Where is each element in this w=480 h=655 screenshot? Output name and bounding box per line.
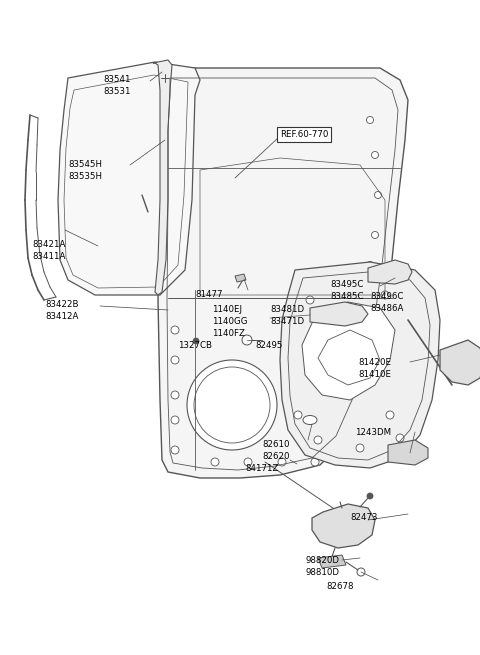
Text: 1140GG: 1140GG bbox=[212, 317, 248, 326]
Circle shape bbox=[356, 291, 364, 299]
Text: 82473: 82473 bbox=[350, 513, 377, 522]
Text: 81410E: 81410E bbox=[358, 370, 391, 379]
Text: 83421A: 83421A bbox=[32, 240, 65, 249]
Circle shape bbox=[171, 176, 179, 184]
Text: 81420E: 81420E bbox=[358, 358, 391, 367]
Circle shape bbox=[242, 335, 252, 345]
Circle shape bbox=[171, 266, 179, 274]
Circle shape bbox=[367, 117, 373, 124]
Text: 82620: 82620 bbox=[262, 452, 289, 461]
Text: 83411A: 83411A bbox=[32, 252, 65, 261]
Text: 83485C: 83485C bbox=[330, 292, 363, 301]
Ellipse shape bbox=[303, 415, 317, 424]
Circle shape bbox=[314, 436, 322, 444]
Text: 1140FZ: 1140FZ bbox=[212, 329, 245, 338]
Circle shape bbox=[171, 446, 179, 454]
Circle shape bbox=[193, 338, 199, 344]
Text: 83412A: 83412A bbox=[45, 312, 78, 321]
Circle shape bbox=[171, 206, 179, 214]
Text: 98810D: 98810D bbox=[305, 568, 339, 577]
Polygon shape bbox=[368, 260, 412, 284]
Circle shape bbox=[344, 458, 352, 466]
Circle shape bbox=[294, 411, 302, 419]
Circle shape bbox=[367, 261, 373, 269]
Polygon shape bbox=[440, 340, 480, 385]
Circle shape bbox=[306, 296, 314, 304]
Text: 82678: 82678 bbox=[326, 582, 353, 591]
Text: 83545H: 83545H bbox=[68, 160, 102, 169]
Polygon shape bbox=[235, 274, 246, 282]
Circle shape bbox=[171, 236, 179, 244]
Text: 81477: 81477 bbox=[195, 290, 223, 299]
Circle shape bbox=[211, 458, 219, 466]
Text: 83535H: 83535H bbox=[68, 172, 102, 181]
Circle shape bbox=[381, 291, 389, 299]
Polygon shape bbox=[302, 302, 395, 400]
Circle shape bbox=[450, 350, 474, 374]
Polygon shape bbox=[153, 60, 172, 295]
Text: 83422B: 83422B bbox=[45, 300, 79, 309]
Circle shape bbox=[326, 291, 334, 299]
Polygon shape bbox=[388, 440, 428, 465]
Circle shape bbox=[187, 360, 277, 450]
Circle shape bbox=[374, 191, 382, 198]
Text: 1327CB: 1327CB bbox=[178, 341, 212, 350]
Text: 84171Z: 84171Z bbox=[245, 464, 278, 473]
Text: REF.60-770: REF.60-770 bbox=[280, 130, 328, 139]
Circle shape bbox=[278, 458, 286, 466]
Circle shape bbox=[455, 355, 469, 369]
Circle shape bbox=[396, 434, 404, 442]
Text: 98820D: 98820D bbox=[305, 556, 339, 565]
Text: 1243DM: 1243DM bbox=[355, 428, 391, 437]
Text: 83471D: 83471D bbox=[270, 317, 304, 326]
Text: 83486A: 83486A bbox=[370, 304, 403, 313]
Circle shape bbox=[311, 458, 319, 466]
Circle shape bbox=[171, 326, 179, 334]
Circle shape bbox=[372, 151, 379, 159]
Text: 83495C: 83495C bbox=[330, 280, 363, 289]
Text: 83541: 83541 bbox=[103, 75, 131, 84]
Polygon shape bbox=[318, 330, 380, 385]
Polygon shape bbox=[280, 262, 440, 468]
Polygon shape bbox=[158, 68, 408, 478]
Text: 83531: 83531 bbox=[103, 87, 131, 96]
Text: 83481D: 83481D bbox=[270, 305, 304, 314]
Circle shape bbox=[386, 411, 394, 419]
Text: 82495: 82495 bbox=[255, 341, 282, 350]
Polygon shape bbox=[310, 302, 368, 326]
Text: 82610: 82610 bbox=[262, 440, 289, 449]
Circle shape bbox=[161, 74, 169, 82]
Circle shape bbox=[244, 458, 252, 466]
Circle shape bbox=[339, 522, 349, 532]
Circle shape bbox=[171, 391, 179, 399]
Circle shape bbox=[367, 493, 373, 499]
Circle shape bbox=[361, 291, 369, 299]
Polygon shape bbox=[318, 555, 346, 568]
Circle shape bbox=[399, 449, 407, 457]
Text: 83496C: 83496C bbox=[370, 292, 403, 301]
Circle shape bbox=[372, 231, 379, 238]
Circle shape bbox=[356, 444, 364, 452]
Circle shape bbox=[357, 568, 365, 576]
Polygon shape bbox=[312, 504, 375, 548]
Circle shape bbox=[171, 416, 179, 424]
Circle shape bbox=[334, 517, 354, 537]
Circle shape bbox=[341, 291, 349, 299]
Circle shape bbox=[171, 356, 179, 364]
Text: 1140EJ: 1140EJ bbox=[212, 305, 242, 314]
Polygon shape bbox=[58, 62, 200, 295]
